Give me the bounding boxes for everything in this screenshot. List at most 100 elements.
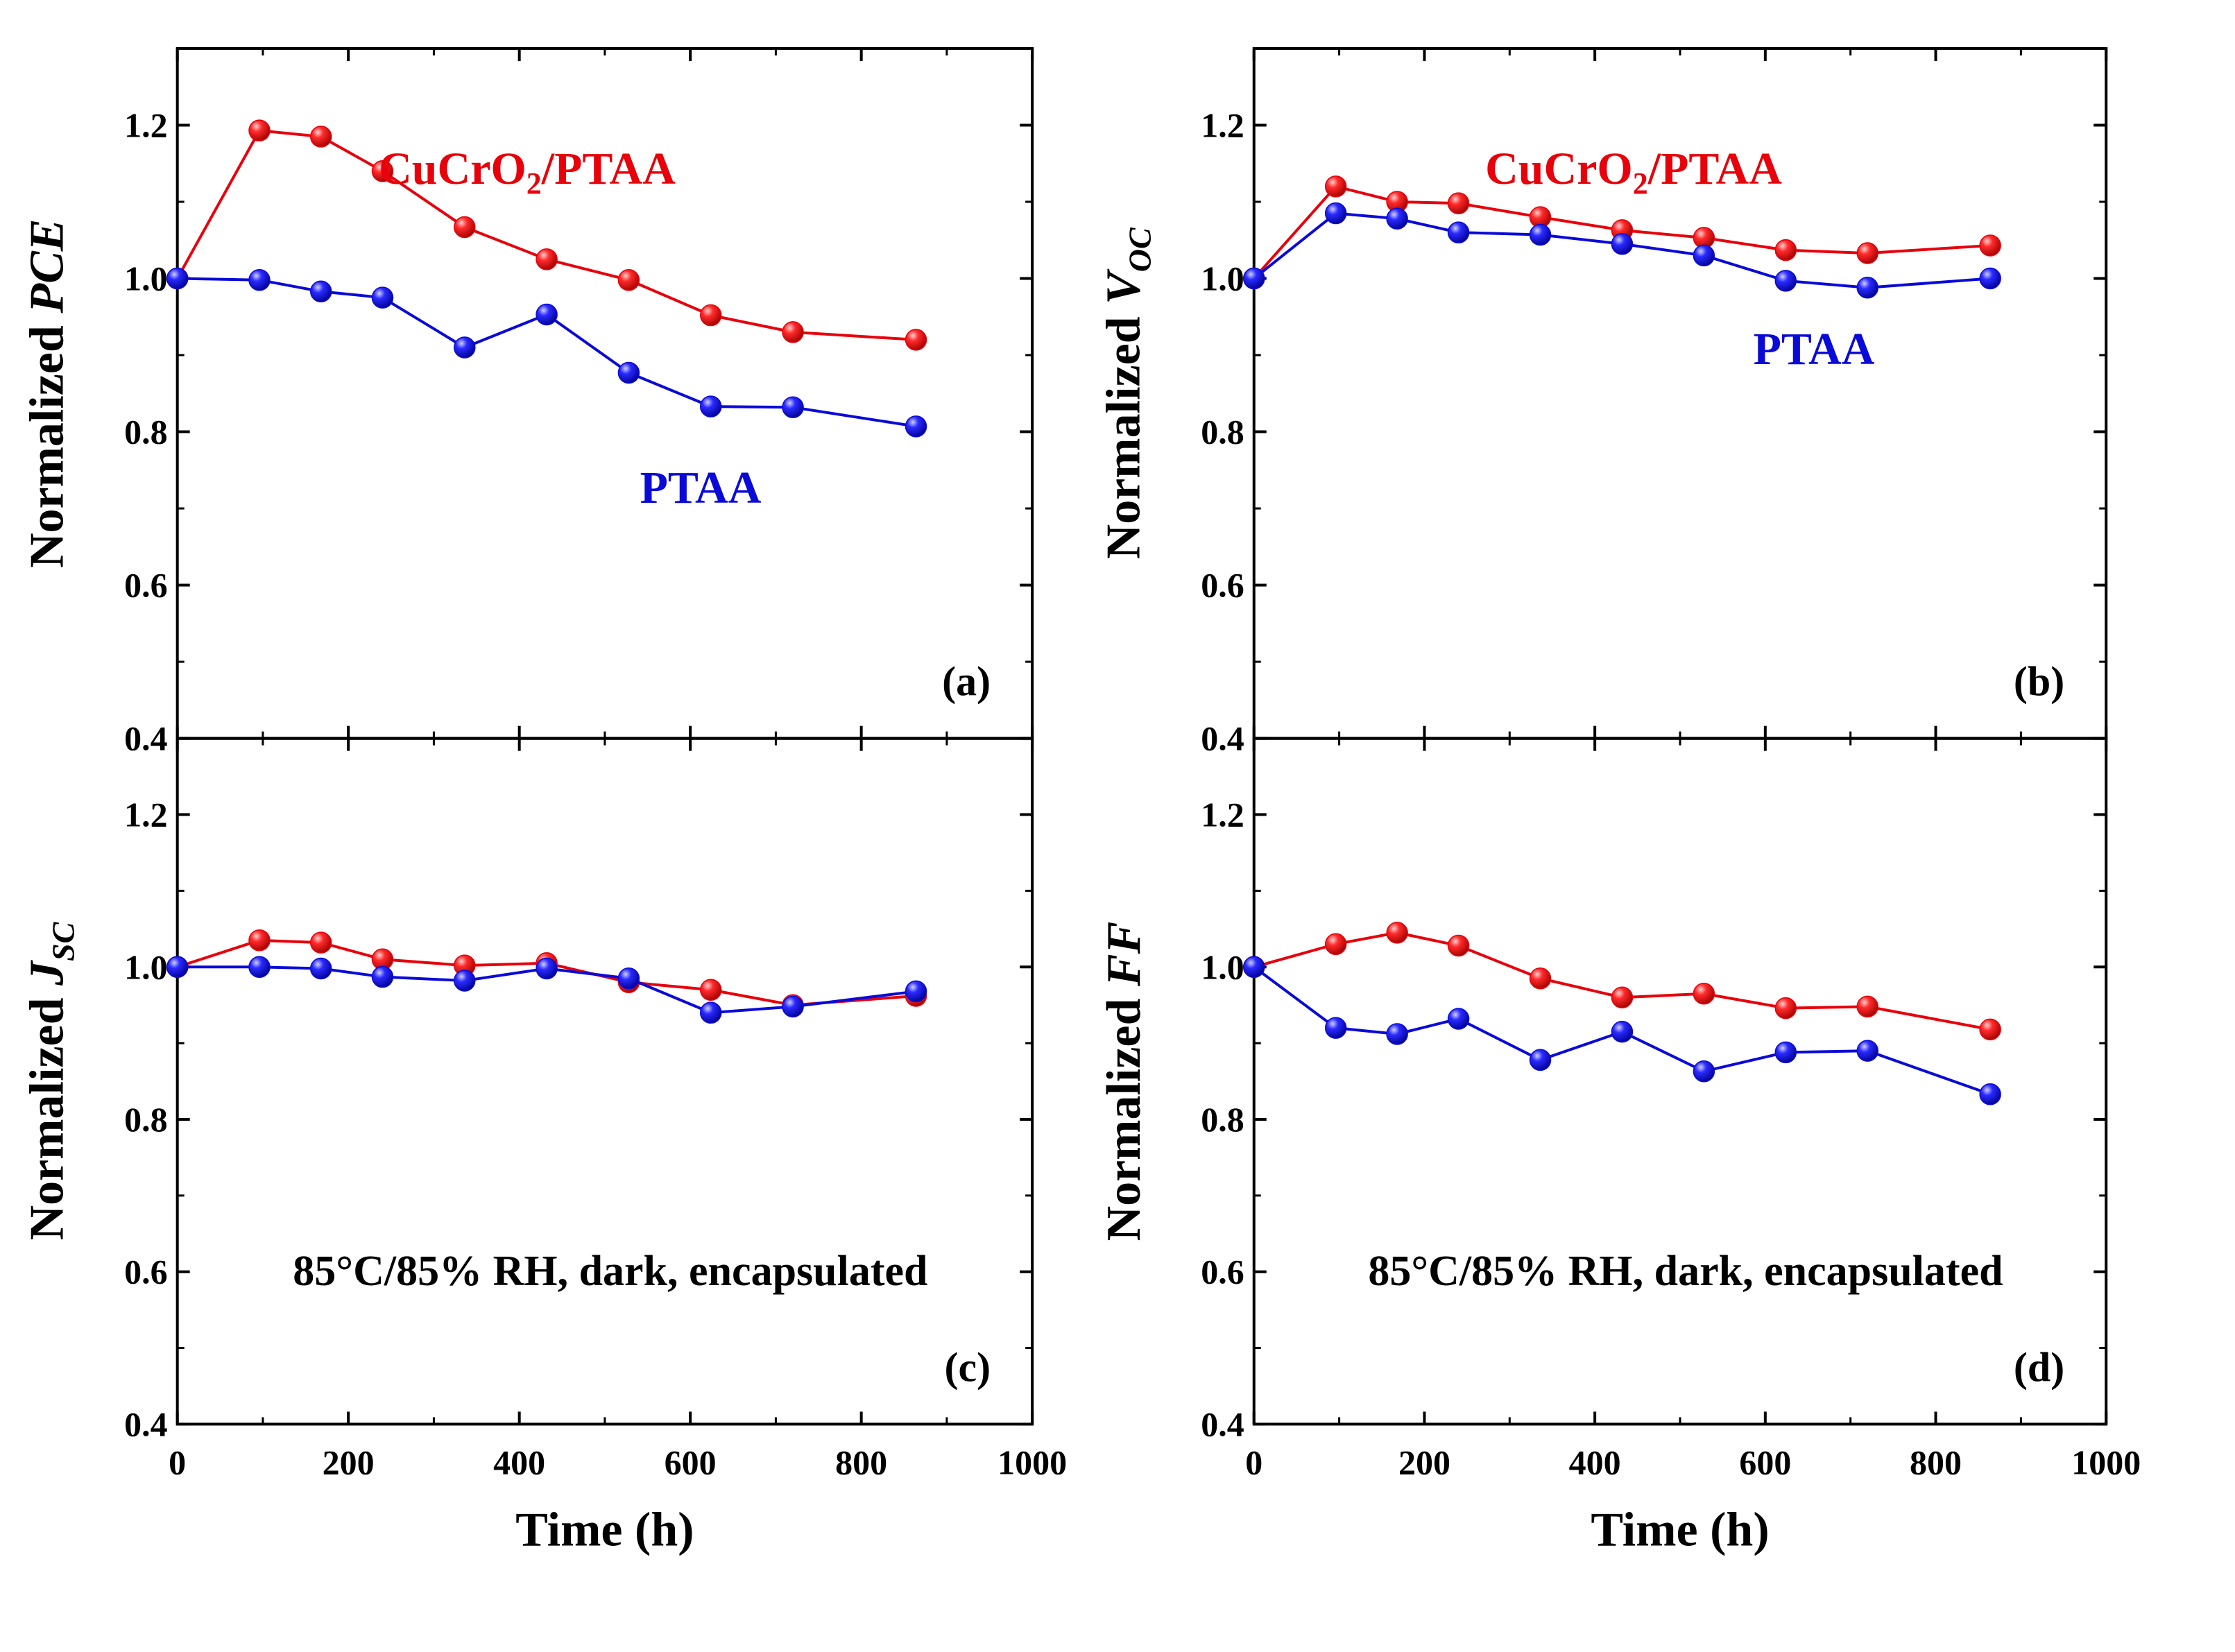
data-point-cucro2-ptaa (905, 329, 927, 351)
series-label-subscript: 2 (1633, 166, 1648, 200)
y-axis-title-main: Normalized (21, 986, 74, 1240)
data-point-ptaa (905, 980, 927, 1003)
data-point-ptaa (1447, 221, 1470, 243)
x-tick-label: 600 (665, 1443, 717, 1481)
data-point-cucro2-ptaa (1979, 1018, 2001, 1041)
data-point-cucro2-ptaa (1774, 239, 1797, 261)
y-tick-label: 0.8 (1201, 1100, 1244, 1139)
y-axis-title-subscript: OC (1122, 227, 1158, 272)
data-point-cucro2-ptaa (1324, 175, 1347, 198)
y-axis-title-symbol: V (1097, 268, 1151, 304)
series-label-tail: /PTAA (541, 144, 676, 194)
data-point-ptaa (309, 957, 332, 980)
data-point-cucro2-ptaa (454, 216, 476, 239)
data-point-cucro2-ptaa (536, 248, 558, 270)
data-point-ptaa (1774, 270, 1797, 292)
data-point-cucro2-ptaa (248, 929, 271, 952)
y-tick-label: 0.6 (124, 1253, 168, 1291)
data-point-cucro2-ptaa (1856, 995, 1879, 1018)
data-point-ptaa (1611, 233, 1634, 255)
panel-label: (b) (2014, 659, 2064, 705)
data-point-cucro2-ptaa (1529, 967, 1552, 990)
y-tick-label: 0.4 (124, 1404, 168, 1443)
y-tick-label: 1.0 (1201, 947, 1244, 986)
panel-label: (a) (942, 659, 991, 705)
y-tick-label: 1.2 (1201, 795, 1244, 834)
data-point-ptaa (905, 415, 927, 438)
y-axis-title-main: Normalized (21, 313, 74, 568)
x-axis-title: Time (h) (1591, 1503, 1769, 1556)
series-line-cucro2-ptaa (175, 129, 916, 341)
data-point-ptaa (371, 286, 394, 309)
y-tick-label: 0.8 (1201, 413, 1244, 451)
series-label-ptaa: PTAA (1754, 324, 1875, 375)
data-point-ptaa (454, 336, 476, 359)
series-label-main: CuCrO (1485, 144, 1633, 194)
y-tick-label: 0.4 (124, 719, 168, 758)
data-point-cucro2-ptaa (248, 119, 271, 141)
data-point-ptaa (371, 965, 394, 988)
y-axis-title-main: Normalized (1097, 304, 1151, 559)
data-point-ptaa (1774, 1041, 1797, 1064)
x-tick-label: 0 (1245, 1443, 1262, 1481)
y-tick-label: 0.8 (124, 1100, 168, 1139)
data-point-ptaa (1447, 1008, 1470, 1030)
y-tick-label: 1.0 (124, 259, 168, 298)
x-tick-label: 400 (1569, 1443, 1621, 1481)
panel-b: 0.4 0.6 0.8 1.0 1.2 Normalized VOC (b) CuCrO2/P… (1097, 46, 2108, 758)
y-tick-label: 1.2 (124, 795, 168, 834)
y-axis-title-symbol: FF (1097, 922, 1151, 987)
data-point-ptaa (1243, 956, 1265, 979)
y-axis-title: Normalized FF (1097, 922, 1151, 1241)
data-point-cucro2-ptaa (617, 268, 640, 291)
series-line-ptaa (177, 277, 916, 428)
data-point-cucro2-ptaa (1693, 982, 1715, 1005)
data-point-ptaa (1611, 1020, 1634, 1043)
x-axis-title: Time (h) (515, 1503, 694, 1556)
y-axis-title-symbol: J (21, 960, 74, 986)
x-tick-label: 600 (1739, 1443, 1791, 1481)
data-point-cucro2-ptaa (699, 979, 722, 1001)
data-point-ptaa (699, 1001, 722, 1024)
series-label-ptaa: PTAA (640, 463, 762, 513)
data-point-cucro2-ptaa (1611, 986, 1634, 1008)
series-line-ptaa (177, 965, 916, 1015)
data-point-ptaa (1386, 207, 1408, 230)
data-point-cucro2-ptaa (371, 160, 394, 182)
data-point-ptaa (617, 361, 640, 384)
series-label-cucro2-ptaa: CuCrO2/PTAA (1485, 144, 1782, 200)
data-point-ptaa (1856, 277, 1879, 299)
condition-label: 85°C/85% RH, dark, encapsulated (1368, 1248, 2003, 1295)
data-point-ptaa (536, 303, 558, 326)
data-point-ptaa (1693, 244, 1715, 267)
x-tick-label: 200 (323, 1443, 375, 1481)
series-line-cucro2-ptaa (1253, 184, 1991, 279)
data-point-ptaa (166, 267, 189, 290)
series-line-ptaa (1253, 965, 1991, 1096)
data-point-ptaa (536, 957, 558, 980)
y-tick-label: 1.0 (124, 947, 168, 986)
data-point-ptaa (1324, 202, 1347, 225)
panel-label: (d) (2014, 1344, 2064, 1390)
series-label-cucro2-ptaa: CuCrO2/PTAA (379, 144, 676, 200)
y-tick-label: 1.0 (1201, 259, 1244, 298)
data-point-ptaa (1529, 223, 1552, 246)
x-tick-label: 400 (493, 1443, 545, 1481)
data-point-ptaa (1386, 1023, 1408, 1045)
data-point-ptaa (1693, 1060, 1715, 1083)
data-point-ptaa (1529, 1049, 1552, 1072)
data-point-ptaa (454, 970, 476, 992)
x-tick-label: 800 (1910, 1443, 1962, 1481)
y-tick-label: 1.2 (1201, 105, 1244, 144)
panel-label: (c) (945, 1344, 991, 1390)
plot-frame (1252, 737, 2108, 1426)
data-point-ptaa (1324, 1017, 1347, 1039)
series-line-cucro2-ptaa (1253, 931, 1991, 1031)
data-point-cucro2-ptaa (699, 304, 722, 327)
data-point-ptaa (782, 396, 804, 418)
y-axis-title-subscript: SC (46, 921, 81, 961)
data-point-cucro2-ptaa (1856, 242, 1879, 264)
x-tick-label: 0 (169, 1443, 186, 1481)
data-point-cucro2-ptaa (1447, 192, 1470, 214)
